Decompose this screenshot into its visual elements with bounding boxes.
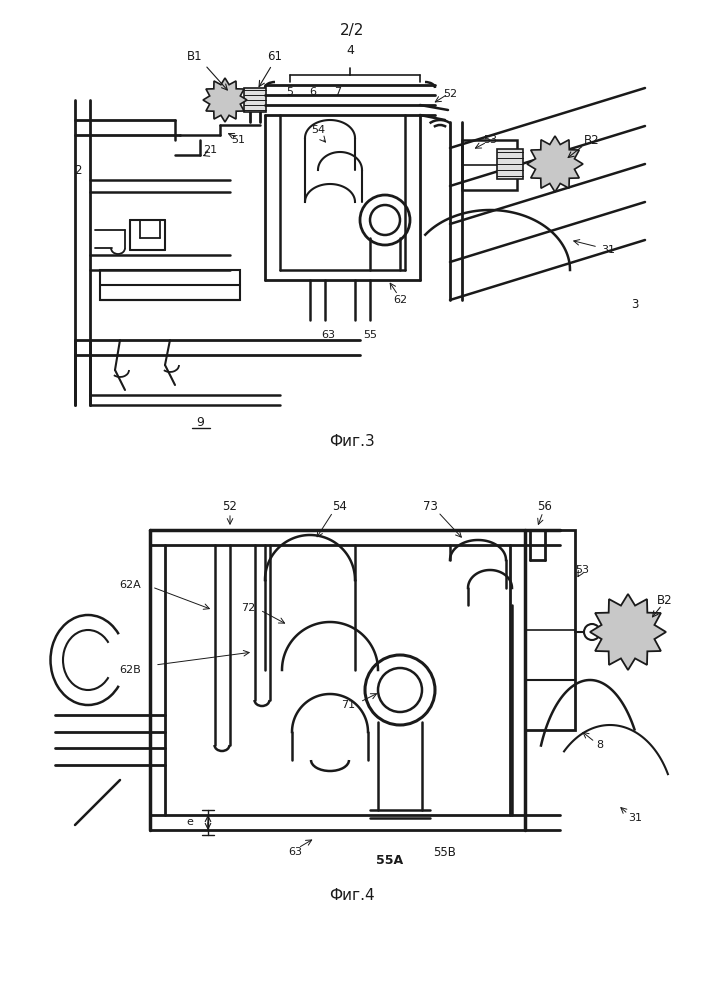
Circle shape	[584, 624, 600, 640]
Text: B2: B2	[657, 593, 673, 606]
Text: 62: 62	[393, 295, 407, 305]
Text: 53: 53	[575, 565, 589, 575]
Text: 51: 51	[231, 135, 245, 145]
Bar	[462, 140, 517, 190]
Text: 55B: 55B	[434, 846, 456, 858]
Text: 56: 56	[538, 500, 553, 514]
Text: 61: 61	[267, 50, 283, 64]
Text: 2: 2	[74, 163, 82, 176]
Text: 53: 53	[483, 135, 497, 145]
Text: 55: 55	[363, 330, 377, 340]
Text: B1: B1	[188, 50, 203, 64]
Polygon shape	[590, 594, 666, 670]
Text: 52: 52	[443, 89, 457, 99]
Text: 63: 63	[321, 330, 335, 340]
Text: B2: B2	[584, 133, 600, 146]
Bar	[497, 149, 523, 179]
Bar	[525, 530, 575, 730]
Text: 55A: 55A	[376, 854, 403, 866]
Text: Фиг.3: Фиг.3	[329, 434, 375, 450]
Polygon shape	[203, 78, 247, 122]
Text: 9: 9	[196, 416, 204, 428]
Text: 3: 3	[631, 298, 639, 312]
Text: 62A: 62A	[119, 580, 141, 590]
Text: 4: 4	[346, 43, 354, 56]
Text: 2/2: 2/2	[340, 22, 364, 37]
Circle shape	[612, 616, 644, 648]
Text: 54: 54	[311, 125, 325, 135]
Text: 7: 7	[334, 87, 341, 97]
Text: Фиг.4: Фиг.4	[329, 888, 375, 902]
Bar	[244, 88, 266, 112]
Text: 63: 63	[288, 847, 302, 857]
Text: 8: 8	[596, 740, 603, 750]
Text: 52: 52	[223, 500, 238, 514]
Text: e: e	[187, 817, 193, 827]
Circle shape	[216, 91, 234, 109]
Text: 54: 54	[333, 500, 348, 514]
Text: 72: 72	[241, 603, 255, 613]
Text: 31: 31	[628, 813, 642, 823]
Text: 31: 31	[601, 245, 615, 255]
Text: 62B: 62B	[119, 665, 141, 675]
Text: 21: 21	[203, 145, 217, 155]
Polygon shape	[527, 136, 583, 192]
Text: 6: 6	[309, 87, 317, 97]
Text: 73: 73	[422, 500, 437, 514]
Text: 5: 5	[286, 87, 293, 97]
Text: 71: 71	[341, 700, 355, 710]
Circle shape	[544, 152, 567, 176]
Bar	[100, 270, 240, 300]
